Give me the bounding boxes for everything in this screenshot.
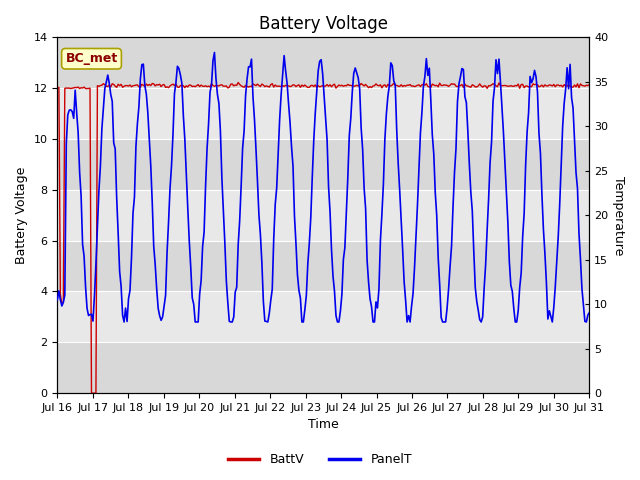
BattV [232, 82, 239, 88]
Bar [58, 342, 589, 393]
PanelT [119, 312, 127, 318]
PanelT [586, 310, 593, 315]
BattV [214, 83, 221, 89]
PanelT [215, 100, 223, 106]
Line: PanelT: PanelT [58, 52, 589, 322]
PanelT [242, 93, 250, 98]
PanelT [54, 297, 61, 302]
BattV [54, 85, 61, 91]
Y-axis label: Battery Voltage: Battery Voltage [15, 167, 28, 264]
PanelT [211, 49, 218, 55]
Bar [58, 37, 589, 88]
Bar [58, 240, 589, 291]
BattV [120, 84, 128, 89]
Line: BattV: BattV [58, 83, 589, 393]
PanelT [233, 285, 241, 290]
Title: Battery Voltage: Battery Voltage [259, 15, 388, 33]
BattV [289, 82, 297, 88]
Bar [58, 139, 589, 190]
BattV [234, 80, 242, 85]
Legend: BattV, PanelT: BattV, PanelT [223, 448, 417, 471]
Bar [58, 291, 589, 342]
Bar [58, 190, 589, 240]
Y-axis label: Temperature: Temperature [612, 176, 625, 255]
Bar [58, 88, 589, 139]
X-axis label: Time: Time [308, 419, 339, 432]
Text: BC_met: BC_met [65, 52, 118, 65]
BattV [88, 390, 95, 396]
PanelT [559, 123, 566, 129]
PanelT [289, 163, 297, 169]
PanelT [120, 319, 128, 325]
BattV [559, 84, 566, 90]
BattV [242, 83, 250, 88]
BattV [586, 82, 593, 87]
